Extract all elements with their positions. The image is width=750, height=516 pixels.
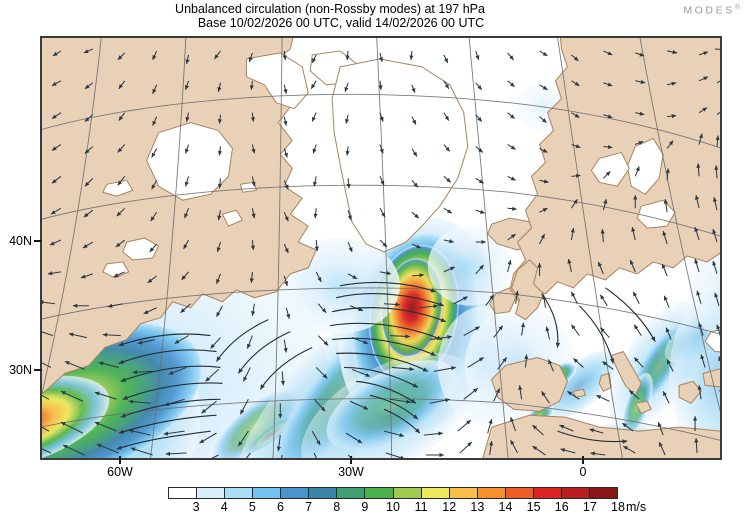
coastline-greenland	[331, 58, 469, 253]
colorbar-tick-8: 8	[333, 500, 341, 514]
colorbar-segment-10	[449, 488, 478, 498]
graticule-lat-30	[41, 398, 721, 441]
modes-logo-text: MODES	[683, 4, 735, 17]
colorbar-tick-7: 7	[305, 500, 313, 514]
colorbar-tick-5: 5	[248, 500, 256, 514]
lat-label-40n: 40N	[9, 234, 32, 248]
coastline-norwegian-inlet	[590, 151, 630, 187]
coastline-greece	[678, 380, 702, 404]
title-block: Unbalanced circulation (non-Rossby modes…	[0, 2, 660, 30]
modes-logo: MODES®	[683, 4, 740, 17]
colorbar-segment-8	[393, 488, 422, 498]
colorbar-unit-label: m/s	[626, 500, 647, 514]
coastline-ireland	[489, 287, 517, 315]
graticule-lat-40	[41, 287, 721, 335]
coastline-baltic-south	[636, 199, 676, 229]
coastline-italy	[610, 351, 642, 396]
colorbar-tick-17: 17	[582, 500, 597, 514]
streamline-layer	[116, 281, 656, 450]
lat-label-30n: 30N	[9, 363, 32, 377]
colorbar-segment-2	[225, 488, 254, 498]
map-canvas	[41, 37, 721, 459]
colorbar-segment-6	[337, 488, 366, 498]
graticule-lat-50	[41, 184, 721, 237]
colorbar-segment-9	[421, 488, 450, 498]
colorbar-tick-15: 15	[526, 500, 541, 514]
map-frame[interactable]	[40, 36, 722, 460]
colorbar-tick-9: 9	[361, 500, 369, 514]
colorbar-tick-3: 3	[192, 500, 200, 514]
graticule-lat-60	[41, 94, 721, 149]
colorbar-tick-11: 11	[414, 500, 428, 514]
colorbar-segment-13	[533, 488, 562, 498]
coastline-baffin	[245, 52, 309, 110]
page-subtitle: Base 10/02/2026 00 UTC, valid 14/02/2026…	[197, 16, 485, 30]
colorbar-segment-12	[505, 488, 534, 498]
colorbar-tick-13: 13	[470, 500, 485, 514]
lon-label-60w: 60W	[107, 465, 133, 479]
coastline-great-lakes	[122, 237, 160, 261]
colorbar-tick-16: 16	[554, 500, 569, 514]
colorbar-segment-11	[477, 488, 506, 498]
coastline-balearics	[572, 388, 586, 398]
coastline-sicily	[634, 400, 652, 414]
coastline-lake-3	[102, 179, 134, 197]
colorbar-segment-3	[253, 488, 282, 498]
lon-tick-0	[582, 456, 584, 464]
colorbar-tick-14: 14	[498, 500, 513, 514]
colorbar-segment-5	[309, 488, 338, 498]
colorbar-tick-4: 4	[220, 500, 228, 514]
page-title: Unbalanced circulation (non-Rossby modes…	[175, 2, 485, 16]
coastline-black-sea	[704, 329, 721, 353]
graticule-lon-60w	[150, 37, 187, 459]
graticule-lon-45w	[272, 37, 283, 459]
graticule-lon-75w	[41, 37, 102, 401]
lon-label-0: 0	[579, 465, 587, 479]
colorbar[interactable]	[168, 487, 618, 499]
coastline-lake-4	[221, 209, 243, 227]
coastline-lake-2	[102, 261, 130, 279]
colorbar-tick-6: 6	[277, 500, 284, 514]
colorbar-segment-7	[365, 488, 394, 498]
lat-tick-30n	[34, 369, 42, 371]
graticule-lon-15e	[639, 37, 721, 417]
colorbar-segment-15	[589, 488, 617, 498]
coastline-sardinia	[598, 372, 612, 392]
colorbar-segment-4	[281, 488, 310, 498]
wind-vector-layer	[41, 48, 721, 459]
colorbar-tick-18: 18	[611, 500, 625, 514]
colorbar-tick-10: 10	[386, 500, 400, 514]
colorbar-tick-labels: 3 4 5 6 7 8 9 10 11 12 13 14 15 16 17 18	[168, 500, 625, 516]
colorbar-segment-0	[169, 488, 198, 498]
lon-tick-30w	[350, 456, 352, 464]
colorbar-tick-12: 12	[442, 500, 457, 514]
modes-logo-mark: ®	[734, 4, 740, 11]
graticule-lon-0	[557, 37, 624, 459]
colorbar-segment-1	[197, 488, 226, 498]
lon-label-30w: 30W	[338, 465, 364, 479]
lon-tick-60w	[119, 456, 121, 464]
colorbar-segment-14	[561, 488, 590, 498]
lat-tick-40n	[34, 240, 42, 242]
